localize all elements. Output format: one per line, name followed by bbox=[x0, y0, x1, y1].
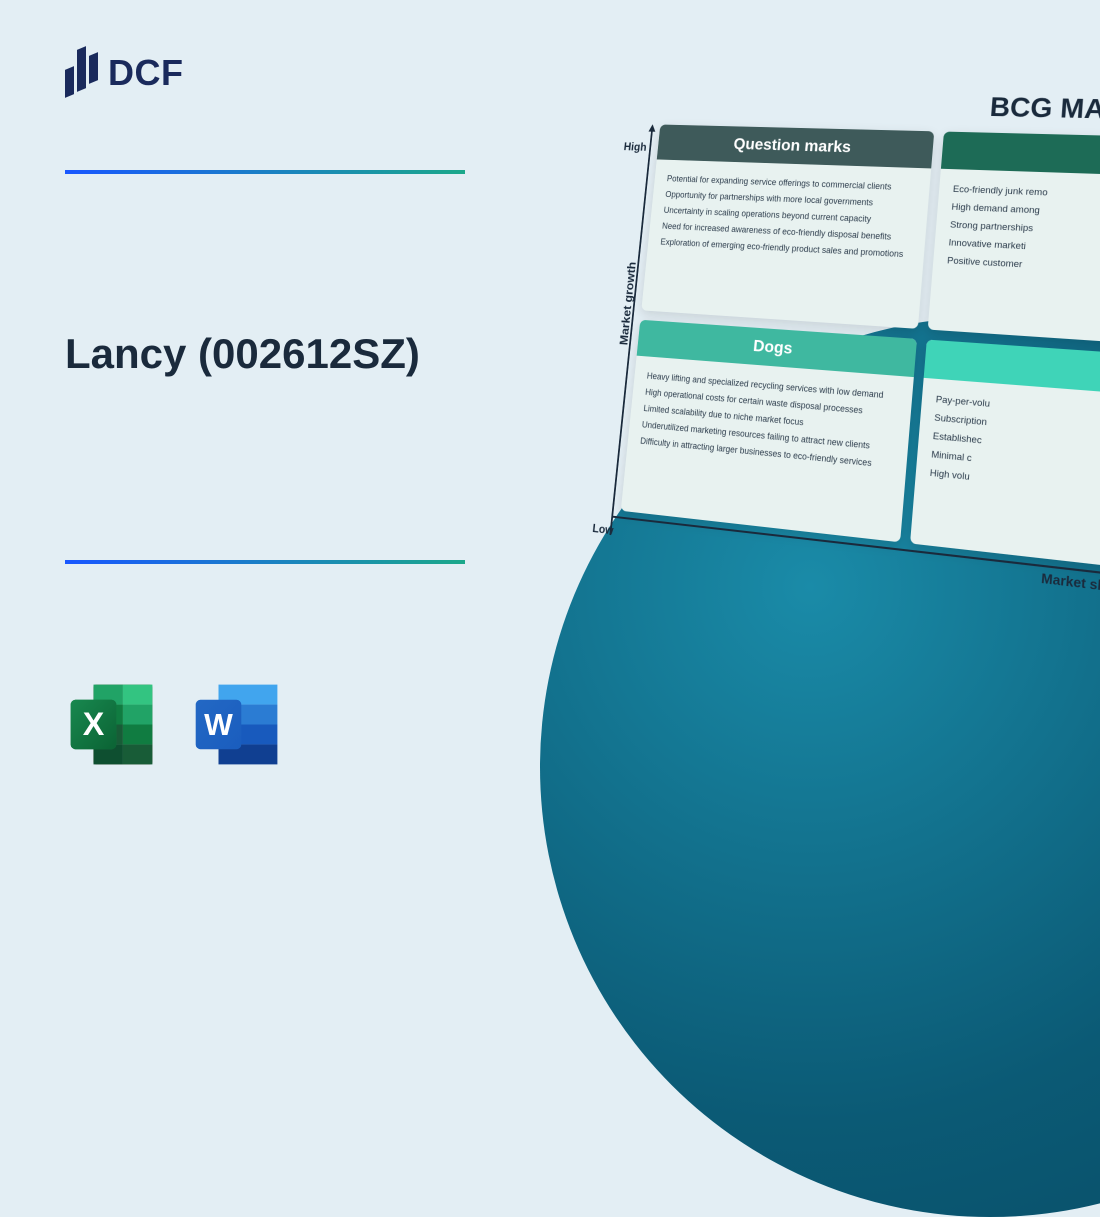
page-title: Lancy (002612SZ) bbox=[65, 330, 420, 378]
quadrant-cash-cows: Pay-per-volu Subscription Establishec Mi… bbox=[910, 340, 1100, 572]
axis-y-label: Market growth bbox=[617, 261, 639, 345]
excel-icon: X bbox=[65, 677, 160, 772]
quadrant-stars: Eco-friendly junk remo High demand among… bbox=[928, 132, 1100, 347]
logo-text: DCF bbox=[108, 52, 184, 94]
word-icon: W bbox=[190, 677, 285, 772]
bcg-title: BCG MATRIX bbox=[653, 86, 1100, 127]
bcg-matrix: BCG MATRIX High Market growth Question m… bbox=[612, 86, 1100, 572]
axis-low-label: Low bbox=[592, 521, 614, 537]
divider-bottom bbox=[65, 560, 465, 564]
file-icons: X W bbox=[65, 677, 285, 772]
logo-bars-icon bbox=[65, 50, 98, 96]
quadrant-dogs: Dogs Heavy lifting and specialized recyc… bbox=[621, 320, 917, 543]
svg-text:X: X bbox=[83, 706, 105, 742]
quadrant-question-marks: Question marks Potential for expanding s… bbox=[641, 125, 934, 329]
dcf-logo: DCF bbox=[65, 50, 184, 96]
svg-text:W: W bbox=[204, 708, 233, 742]
axis-high-label: High bbox=[623, 140, 647, 153]
divider-top bbox=[65, 170, 465, 174]
